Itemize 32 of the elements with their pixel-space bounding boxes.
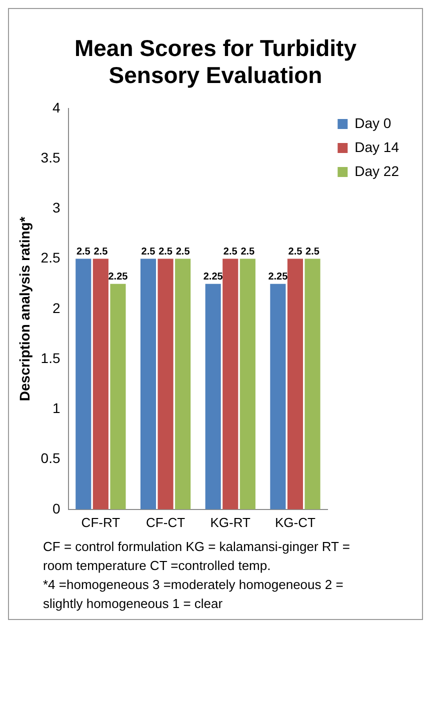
y-axis-title: Description analysis rating* xyxy=(16,216,32,402)
y-tick-label: 0.5 xyxy=(40,450,60,466)
y-tick-label: 1 xyxy=(52,400,60,416)
y-tick-label: 3.5 xyxy=(40,149,60,166)
data-label: 2.5 xyxy=(240,246,256,258)
y-tick-label: 1.5 xyxy=(40,350,60,366)
y-tick-label: 0 xyxy=(52,500,60,516)
y-tick-label: 2 xyxy=(52,300,60,316)
data-label: 2.5 xyxy=(141,246,156,258)
data-label: 2.5 xyxy=(76,246,91,258)
text: CF = control formulation KG = kalamansi-ginger RT = room temperature CT =controlled temp. xyxy=(43,538,351,575)
data-label: 2.5 xyxy=(223,246,238,258)
data-label: 2.25 xyxy=(203,272,224,283)
y-tick-label: 4 xyxy=(52,99,60,116)
legend-label: Day 22 xyxy=(354,162,400,179)
data-label: 2.25 xyxy=(268,272,288,283)
x-tick-label: CF-RT xyxy=(81,514,120,530)
data-label: 2.5 xyxy=(176,246,190,258)
x-tick-label: KG-CT xyxy=(274,514,316,530)
legend-label: Day 0 xyxy=(354,114,392,131)
x-tick-label: CF-CT xyxy=(146,514,186,530)
text: *4 =homogeneous 3 =moderately homogeneous 2 = slightly homogeneous 1 = clear xyxy=(43,576,344,613)
data-label: 2.5 xyxy=(288,246,303,258)
legend-label: Day 14 xyxy=(354,138,400,155)
chart-title: Mean Scores for Turbidity Sensory Evaluation xyxy=(73,35,358,89)
y-tick-label: 2.5 xyxy=(40,250,60,266)
data-label: 2.25 xyxy=(108,272,128,283)
x-tick-label: KG-RT xyxy=(210,514,251,530)
data-label: 2.5 xyxy=(94,246,108,258)
data-label: 2.5 xyxy=(306,246,320,258)
y-tick-label: 3 xyxy=(52,200,60,216)
data-label: 2.5 xyxy=(158,246,173,258)
